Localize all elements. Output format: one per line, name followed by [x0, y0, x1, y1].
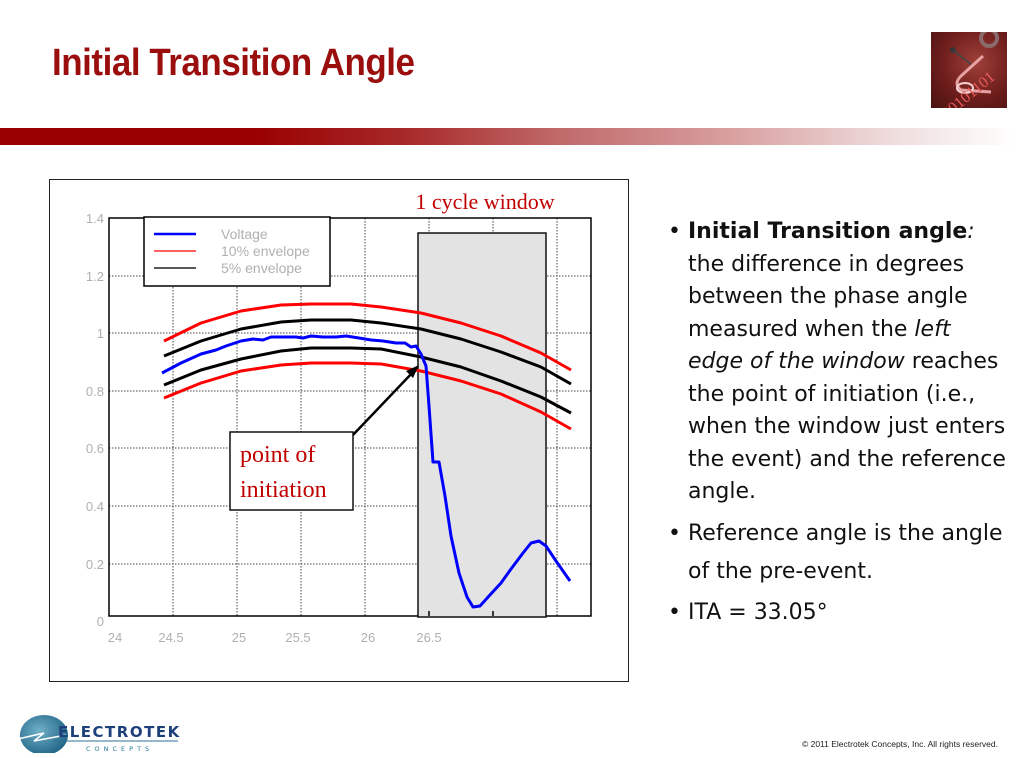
chart-container: 1.4 1.2 1 0.8 0.6 0.4 0.2 0 24 24.5 25 2…: [49, 179, 629, 682]
legend-voltage: Voltage: [221, 226, 268, 242]
probe-waveform-icon: 00101101: [939, 32, 999, 108]
bullet-list: Initial Transition angle: the difference…: [668, 216, 1008, 629]
slide-title: Initial Transition Angle: [52, 42, 415, 84]
svg-text:0.8: 0.8: [86, 384, 104, 399]
electrotek-logo: ELECTROTEK CONCEPTS: [14, 713, 184, 755]
copyright-text: © 2011 Electrotek Concepts, Inc. All rig…: [801, 739, 998, 749]
arrow-line: [350, 370, 415, 438]
initiation-label-box: [229, 431, 354, 511]
svg-text:00101101: 00101101: [939, 68, 998, 108]
svg-text:1.2: 1.2: [86, 269, 104, 284]
svg-text:25.5: 25.5: [285, 630, 310, 645]
y-axis-ticks: 1.4 1.2 1 0.8 0.6 0.4 0.2 0: [86, 211, 104, 629]
svg-text:1: 1: [97, 326, 104, 341]
svg-text:26: 26: [361, 630, 375, 645]
plot-axes: [108, 217, 592, 617]
initiation-label-line1: point of: [240, 442, 315, 468]
svg-text:ELECTROTEK: ELECTROTEK: [58, 723, 181, 741]
voltage-line: [161, 334, 572, 609]
header-gradient-band: [0, 128, 1018, 145]
svg-text:1.4: 1.4: [86, 211, 104, 226]
svg-text:0.4: 0.4: [86, 499, 104, 514]
svg-text:24: 24: [108, 630, 122, 645]
svg-text:26.5: 26.5: [416, 630, 441, 645]
legend-5pct-envelope: 5% envelope: [221, 260, 302, 276]
svg-text:0: 0: [97, 614, 104, 629]
globe-icon: [20, 715, 68, 755]
svg-text:0.2: 0.2: [86, 557, 104, 572]
one-cycle-window-region: [417, 232, 547, 618]
cycle-window-label: 1 cycle window: [415, 189, 554, 214]
corner-logo-image: 00101101: [931, 32, 1007, 108]
legend-10pct-envelope: 10% envelope: [221, 243, 310, 259]
svg-text:CONCEPTS: CONCEPTS: [86, 745, 153, 753]
voltage-chart: 1.4 1.2 1 0.8 0.6 0.4 0.2 0 24 24.5 25 2…: [86, 189, 592, 645]
bullet-ita-definition: Initial Transition angle: the difference…: [668, 216, 1008, 509]
x-axis-ticks: 24 24.5 25 25.5 26 26.5: [108, 630, 442, 645]
svg-text:25: 25: [232, 630, 246, 645]
term-italic: left edge of the window: [688, 316, 951, 375]
arrow-head-icon: [406, 365, 419, 378]
bullet-reference-angle: Reference angle is the angle of the pre-…: [668, 515, 1008, 591]
svg-text:0.6: 0.6: [86, 441, 104, 456]
term-bold: Initial Transition angle: [688, 219, 968, 244]
envelope-lines: [163, 302, 572, 431]
bullet-ita-value: ITA = 33.05°: [668, 597, 1008, 630]
initiation-label-line2: initiation: [240, 477, 327, 503]
legend: Voltage 10% envelope 5% envelope: [143, 216, 331, 287]
svg-text:24.5: 24.5: [158, 630, 183, 645]
